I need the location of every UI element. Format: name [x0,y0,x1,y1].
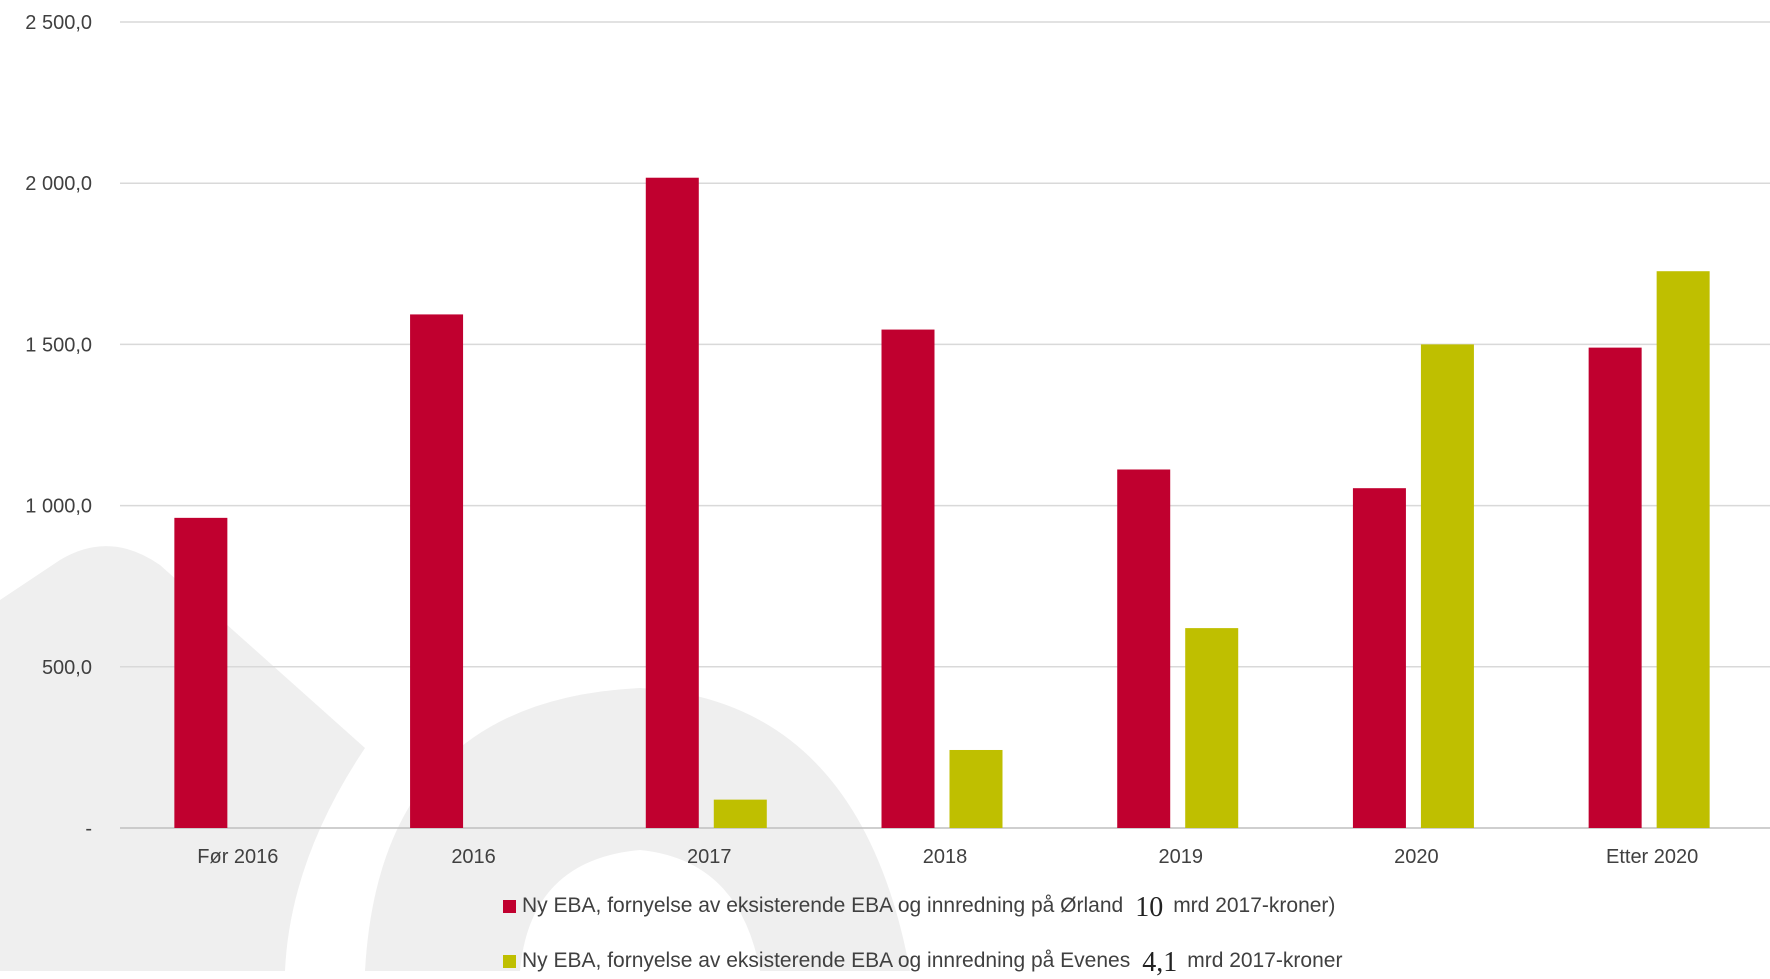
legend-amount-orland: 10 [1135,892,1164,923]
bar--rland [645,177,699,829]
bar-evenes [713,799,767,828]
legend-item-orland: Ny EBA, fornyelse av eksisterende EBA og… [503,890,1336,923]
bar--rland [1352,488,1406,828]
legend-label-orland: Ny EBA, fornyelse av eksisterende EBA og… [522,894,1124,917]
x-tick-label: 2016 [451,846,496,868]
bar--rland [1588,347,1642,828]
legend-label-evenes: Ny EBA, fornyelse av eksisterende EBA og… [522,949,1131,972]
legend-amount-evenes: 4,1 [1142,947,1178,978]
bar--rland [1117,469,1171,828]
bar-evenes [1656,271,1710,828]
y-tick-label: - [85,818,92,840]
legend-swatch-orland [503,899,516,913]
legend-unit-orland: mrd 2017-kroner) [1173,894,1336,917]
legend-unit-evenes: mrd 2017-kroner [1187,949,1343,972]
y-tick-label: 2 000,0 [25,173,92,195]
x-axis-ticks: Før 2016 2016 2017 2018 2019 2020 Etter 2020 [197,846,1698,868]
y-tick-label: 500,0 [42,657,92,679]
bar--rland [174,517,228,828]
x-tick-label: 2017 [687,846,732,868]
bar-evenes [1420,344,1474,828]
bar-evenes [949,749,1003,828]
bar-evenes [1185,628,1239,828]
legend-item-evenes: Ny EBA, fornyelse av eksisterende EBA og… [503,945,1343,978]
bar--rland [881,329,935,828]
y-axis-ticks: - 500,0 1 000,0 1 500,0 2 000,0 2 500,0 [25,12,92,840]
bars [174,177,1710,829]
y-tick-label: 1 500,0 [25,334,92,356]
x-tick-label: Etter 2020 [1606,846,1698,868]
x-tick-label: 2019 [1158,846,1203,868]
y-tick-label: 1 000,0 [25,496,92,518]
gridlines [120,21,1770,829]
y-tick-label: 2 500,0 [25,12,92,34]
legend-swatch-evenes [503,954,516,968]
x-tick-label: 2020 [1394,846,1439,868]
bar--rland [410,314,464,828]
x-tick-label: Før 2016 [197,846,278,868]
x-tick-label: 2018 [923,846,968,868]
